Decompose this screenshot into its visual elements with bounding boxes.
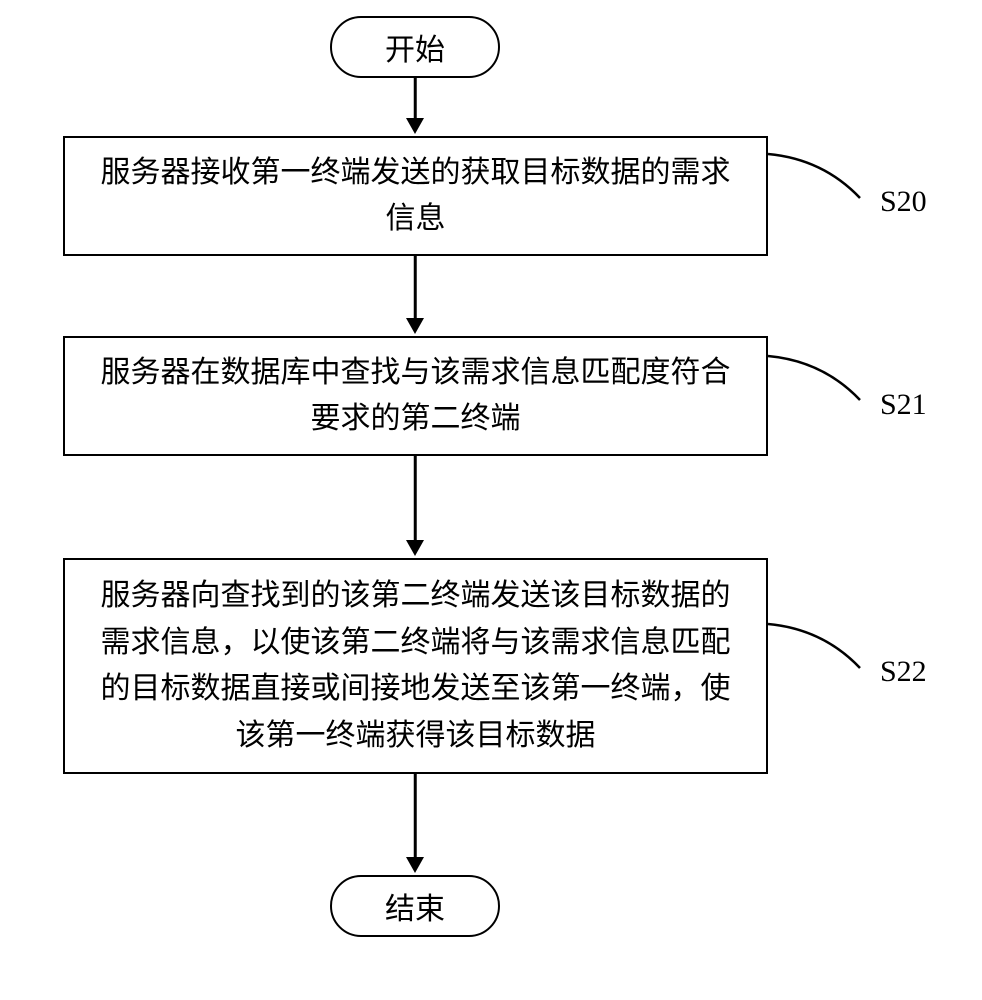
- arrow-s21-s22: [406, 540, 424, 556]
- process-s20: 服务器接收第一终端发送的获取目标数据的需求信息: [63, 136, 768, 256]
- start-node: 开始: [330, 16, 500, 78]
- process-s21-text: 服务器在数据库中查找与该需求信息匹配度符合要求的第二终端: [89, 350, 742, 443]
- edge-s22-end: [414, 774, 417, 859]
- process-s21: 服务器在数据库中查找与该需求信息匹配度符合要求的第二终端: [63, 336, 768, 456]
- end-node: 结束: [330, 875, 500, 937]
- start-label: 开始: [385, 25, 445, 69]
- arrow-s22-end: [406, 857, 424, 873]
- label-connector-s21: [768, 356, 868, 416]
- process-s22-text: 服务器向查找到的该第二终端发送该目标数据的需求信息，以使该第二终端将与该需求信息…: [89, 573, 742, 759]
- step-label-s21: S21: [880, 388, 927, 422]
- edge-start-s20: [414, 78, 417, 120]
- label-connector-s20: [768, 154, 868, 214]
- process-s22: 服务器向查找到的该第二终端发送该目标数据的需求信息，以使该第二终端将与该需求信息…: [63, 558, 768, 774]
- end-label: 结束: [385, 884, 445, 928]
- flowchart-container: 开始 服务器接收第一终端发送的获取目标数据的需求信息 S20 服务器在数据库中查…: [0, 0, 982, 1000]
- process-s20-text: 服务器接收第一终端发送的获取目标数据的需求信息: [89, 150, 742, 243]
- edge-s20-s21: [414, 256, 417, 320]
- step-label-s20: S20: [880, 185, 927, 219]
- edge-s21-s22: [414, 456, 417, 542]
- step-label-s22: S22: [880, 655, 927, 689]
- arrow-start-s20: [406, 118, 424, 134]
- label-connector-s22: [768, 624, 868, 684]
- arrow-s20-s21: [406, 318, 424, 334]
